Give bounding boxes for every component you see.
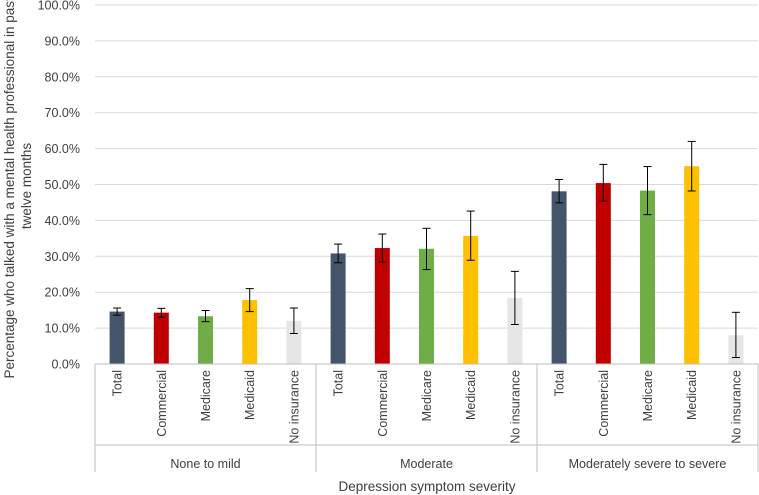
bar: [551, 191, 567, 364]
y-tick-label: 40.0%: [45, 214, 80, 228]
y-tick-label: 70.0%: [45, 106, 80, 120]
bar: [684, 166, 700, 364]
x-tick-label: Medicare: [420, 370, 434, 421]
group-label: Moderate: [400, 457, 453, 471]
error-bars: [113, 140, 740, 359]
x-tick-label: Total: [111, 370, 125, 396]
x-tick-label: Medicaid: [685, 370, 699, 420]
x-tick-label: Total: [332, 370, 346, 396]
y-tick-label: 30.0%: [45, 250, 80, 264]
y-tick-label: 100.0%: [38, 0, 80, 13]
bar: [595, 183, 611, 364]
x-tick-label: Medicaid: [243, 370, 257, 420]
bar: [286, 320, 302, 364]
x-tick-label: No insurance: [729, 370, 743, 444]
x-tick-label: Commercial: [376, 370, 390, 437]
bar: [463, 235, 479, 364]
bar: [374, 248, 390, 364]
y-tick-label: 90.0%: [45, 34, 80, 48]
x-tick-label: Commercial: [597, 370, 611, 437]
bar: [507, 297, 523, 364]
x-tick-label: No insurance: [287, 370, 301, 444]
y-tick-label: 20.0%: [45, 286, 80, 300]
y-tick-label: 50.0%: [45, 178, 80, 192]
y-tick-label: 60.0%: [45, 142, 80, 156]
bar: [419, 248, 434, 364]
y-axis-ticks: 0.0% 10.0% 20.0% 30.0% 40.0% 50.0% 60.0% 70.0% 8…: [38, 0, 80, 372]
bar: [330, 253, 346, 364]
bar: [198, 316, 213, 364]
group-label: Moderately severe to severe: [569, 457, 727, 471]
bar: [640, 190, 655, 364]
bar: [242, 300, 258, 364]
x-tick-label: No insurance: [508, 370, 522, 444]
bars: [109, 166, 744, 364]
bar: [109, 311, 125, 364]
group-label: None to mild: [170, 457, 240, 471]
x-tick-label: Commercial: [155, 370, 169, 437]
gridlines: [95, 4, 758, 329]
y-tick-label: 0.0%: [52, 358, 81, 372]
y-tick-label: 80.0%: [45, 70, 80, 84]
bar: [153, 312, 169, 364]
x-tick-label: Medicare: [641, 370, 655, 421]
y-axis-title: Percentage who talked with a mental heal…: [2, 0, 34, 379]
x-axis: Total Commercial Medicare Medicaid No insura…: [94, 363, 759, 472]
x-tick-label: Medicaid: [464, 370, 478, 420]
x-tick-label: Total: [553, 370, 567, 396]
y-axis-title-line-1: Percentage who talked with a mental heal…: [2, 0, 17, 379]
y-tick-label: 10.0%: [45, 322, 80, 336]
x-axis-title: Depression symptom severity: [338, 479, 515, 494]
x-tick-label: Medicare: [199, 370, 213, 421]
y-axis-title-line-2: twelve months: [19, 143, 34, 230]
